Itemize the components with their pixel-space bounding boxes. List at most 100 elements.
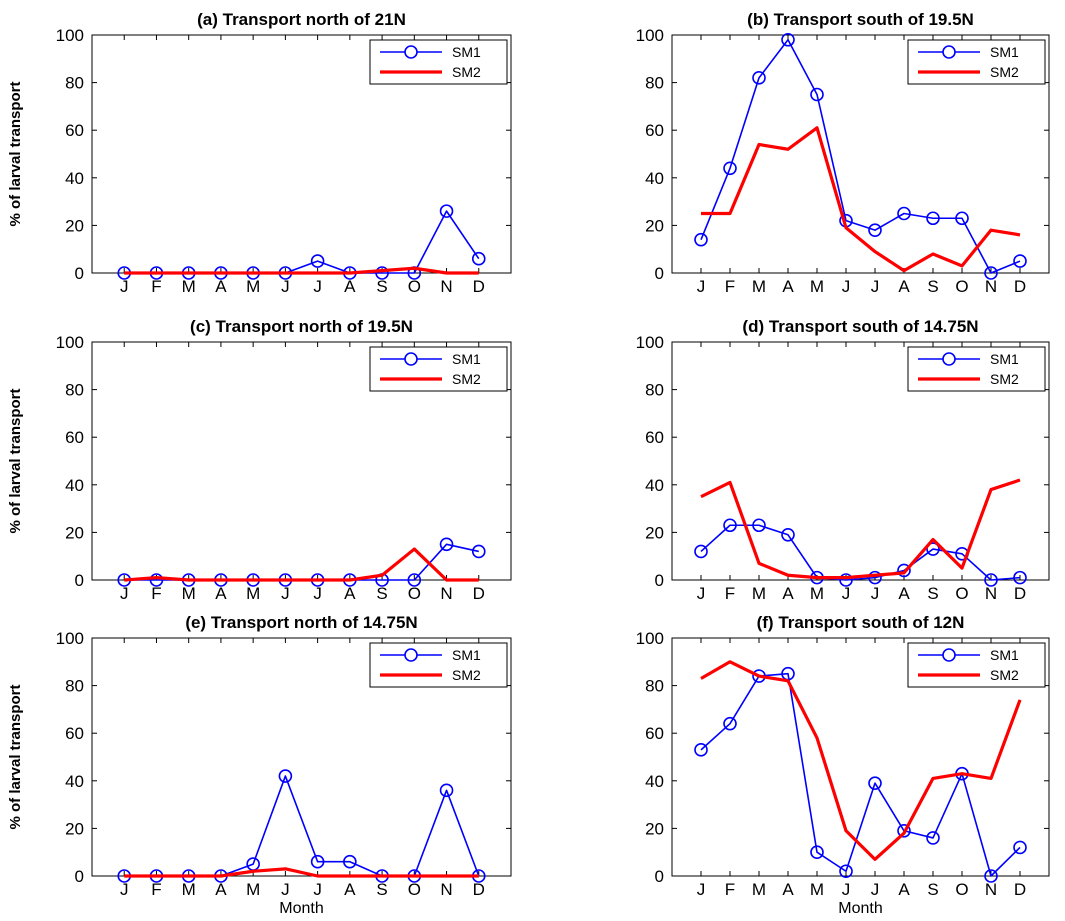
panel-b-title: (b) Transport south of 19.5N <box>747 10 974 29</box>
panel-f-xtick-label: J <box>697 880 706 899</box>
panel-e-xtick-label: J <box>120 880 129 899</box>
panel-e-series-sm1-point <box>343 854 357 869</box>
panel-c-ytick-label: 20 <box>65 523 84 542</box>
panel-c-xtick-label: M <box>182 584 196 603</box>
panel-b-series-sm1-point <box>955 211 969 226</box>
panel-d-series-sm1-point <box>926 542 940 556</box>
panel-c-title: (c) Transport north of 19.5N <box>190 317 413 336</box>
panel-b-xtick-label: A <box>782 277 794 296</box>
panel-f-ytick-label: 20 <box>645 819 664 838</box>
panel-b-xtick-label: N <box>985 277 997 296</box>
panel-f-xtick-label: J <box>842 880 851 899</box>
panel-d-series-sm1-point <box>723 518 737 533</box>
panel-c-xtick-label: F <box>151 584 161 603</box>
panel-d-xtick-label: F <box>725 584 735 603</box>
panel-d-xtick-label: D <box>1014 584 1026 603</box>
panel-f-ytick-label: 100 <box>636 629 664 648</box>
panel-d-xtick-label: M <box>810 584 824 603</box>
panel-d-xtick-label: A <box>782 584 794 603</box>
panel-a-series-sm1-point <box>439 204 454 218</box>
panel-c-ytick-label: 0 <box>75 571 84 590</box>
panel-e-series-sm1-point <box>310 854 325 869</box>
panel-e-xtick-label: F <box>151 880 161 899</box>
panel-c-xtick-label: J <box>281 584 290 603</box>
panel-f-series-sm1-point <box>984 869 998 883</box>
panel-d-xtick-label: N <box>985 584 997 603</box>
panel-e-xlabel: Month <box>279 900 323 917</box>
panel-e-xtick-label: D <box>473 880 485 899</box>
panel-a-legend-label-sm2: SM2 <box>452 64 481 80</box>
panel-b-legend-box <box>907 39 1046 85</box>
panel-a-xtick-label: M <box>246 277 260 296</box>
panel-e-series-sm1-line <box>124 775 480 877</box>
panel-f-series-sm1-line <box>700 672 1021 877</box>
panel-c-xtick-label: M <box>246 584 260 603</box>
panel-d-axes-box <box>671 341 1050 581</box>
panel-a-xtick-label: F <box>151 277 161 296</box>
panel-a-xtick-label: D <box>473 277 485 296</box>
panel-d-xtick-label: J <box>871 584 880 603</box>
panel-f-xtick-label: A <box>782 880 794 899</box>
panel-b-series-sm2-line <box>701 126 1021 273</box>
panel-c-xtick-label: D <box>473 584 485 603</box>
panel-b-xtick-label: J <box>871 277 880 296</box>
panel-d-ytick-label: 40 <box>645 476 664 495</box>
panel-f-ytick-label: 60 <box>645 724 664 743</box>
panel-f-xtick-label: J <box>871 880 880 899</box>
panel-f-ytick-label: 0 <box>655 867 664 886</box>
panel-d-ytick-label: 100 <box>636 333 664 352</box>
panel-d-xtick-label: O <box>955 584 968 603</box>
panel-f-xlabel: Month <box>838 900 882 917</box>
panel-d-xtick-label: J <box>697 584 706 603</box>
panel-e-ytick-label: 20 <box>65 819 84 838</box>
panel-d-xtick-label: M <box>752 584 766 603</box>
panel-a-legend-marker-sm1 <box>404 45 418 59</box>
panel-c-xtick-label: J <box>120 584 129 603</box>
panel-d-series-sm1-point <box>752 518 766 533</box>
panel-b-ytick-label: 80 <box>645 74 664 93</box>
panel-f-series-sm2-line <box>700 660 1022 861</box>
panel-b-xtick-label: F <box>725 277 735 296</box>
panel-e-xtick-label: O <box>408 880 421 899</box>
panel-d-series-sm1-point <box>897 563 911 578</box>
panel-a-ytick-label: 60 <box>65 121 84 140</box>
panel-b-series-sm1-point <box>781 32 795 47</box>
panel-b-axes-box <box>671 34 1050 274</box>
panel-c: (c) Transport north of 19.5N 0 20 40 60 80 100… <box>7 317 512 603</box>
panel-c-ytick-label: 80 <box>65 381 84 400</box>
panel-f-ytick-label: 40 <box>645 772 664 791</box>
panel-b-xtick-label: M <box>810 277 824 296</box>
panel-c-xtick-label: N <box>440 584 452 603</box>
panel-c-legend-label-sm1: SM1 <box>452 351 481 367</box>
panel-a-ylabel: % of larval transport <box>7 81 24 226</box>
panel-f-series-sm1-point <box>897 823 911 838</box>
panel-e-ytick-label: 0 <box>75 867 84 886</box>
panel-e-xtick-label: M <box>182 880 196 899</box>
panel-b-series-sm1-point <box>694 232 708 247</box>
panel-b-xtick-label: J <box>842 277 851 296</box>
panel-a: (a) Transport north of 21N 0 20 40 60 80 100 J F… <box>7 10 512 296</box>
panel-a-legend-label-sm1: SM1 <box>452 44 481 60</box>
panel-b-ytick-label: 40 <box>645 169 664 188</box>
panel-a-legend-box <box>369 39 508 85</box>
panel-c-series-sm1-point <box>407 573 422 587</box>
panel-f-series-sm1-point <box>694 743 708 757</box>
panel-d-xtick-label: J <box>842 584 851 603</box>
panel-f-xtick-label: A <box>898 880 910 899</box>
panel-d-ytick-label: 60 <box>645 428 664 447</box>
panel-d-series-sm1-point <box>694 544 708 559</box>
panel-f-series-sm1-point <box>1013 840 1027 855</box>
panel-f-series-sm1-point <box>839 864 853 879</box>
panel-f-xtick-label: O <box>955 880 968 899</box>
panel-d-series-sm1-point <box>781 527 795 542</box>
panel-b-xtick-label: S <box>927 277 938 296</box>
panel-e-ytick-label: 40 <box>65 772 84 791</box>
panel-b: (b) Transport south of 19.5N 0 20 40 60 80 100… <box>636 10 1050 296</box>
panel-f-xtick-label: N <box>985 880 997 899</box>
panel-d-series-sm1-point <box>868 570 882 585</box>
panel-c-series-sm1-point <box>149 573 164 587</box>
